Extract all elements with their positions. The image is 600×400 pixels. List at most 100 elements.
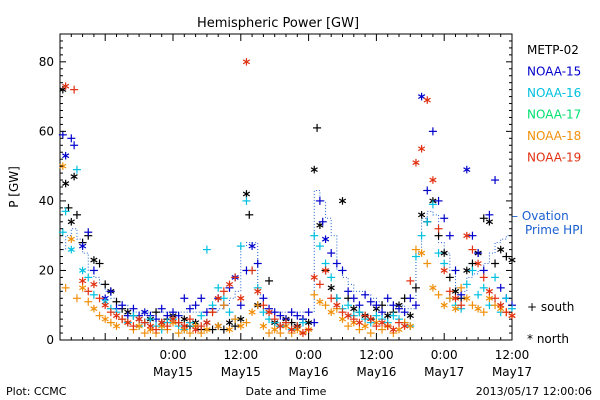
south-marker (372, 322, 381, 331)
south-marker (259, 301, 268, 310)
south-marker (321, 301, 330, 310)
south-marker (361, 290, 370, 299)
north-marker-arm (180, 316, 188, 322)
north-marker-arm (310, 274, 318, 280)
north-marker (62, 179, 70, 188)
north-marker-arm (248, 309, 256, 315)
north-marker (440, 301, 448, 310)
north-marker-arm (79, 285, 87, 291)
north-marker (350, 304, 358, 313)
north-marker (265, 308, 273, 316)
south-marker (129, 311, 138, 320)
south-marker (479, 308, 488, 317)
north-marker-arm (412, 160, 420, 166)
north-marker-arm (451, 295, 460, 301)
north-marker-arm (180, 323, 188, 329)
south-marker (378, 325, 387, 334)
south-marker (378, 308, 387, 317)
legend-entry-noaa-15: NOAA-15 (527, 65, 581, 79)
south-marker (61, 207, 70, 216)
south-marker (310, 231, 319, 240)
legend-entry-noaa-18: NOAA-18 (527, 129, 581, 143)
south-marker (496, 283, 505, 292)
north-marker-arm (299, 330, 307, 336)
south-marker (89, 266, 98, 275)
south-marker (236, 242, 245, 251)
north-marker (463, 231, 471, 240)
south-marker (67, 134, 76, 143)
south-marker (298, 318, 307, 327)
south-marker (310, 318, 319, 327)
north-marker-arm (225, 327, 234, 332)
south-marker (270, 315, 279, 324)
north-marker (485, 287, 493, 296)
north-marker (485, 217, 493, 226)
south-marker (445, 294, 454, 303)
south-marker (491, 259, 500, 268)
south-marker (440, 214, 449, 223)
north-marker (135, 322, 143, 330)
south-marker (344, 287, 353, 296)
south-marker (202, 245, 211, 254)
ovation-label-line1: – Ovation (512, 209, 569, 223)
south-marker (208, 308, 217, 317)
north-marker (214, 294, 222, 303)
north-marker (62, 82, 70, 90)
north-marker (101, 301, 109, 310)
plot-timestamp: 2013/05/17 12:00:06 (476, 385, 592, 398)
north-marker (463, 294, 471, 303)
south-marker (84, 297, 93, 306)
north-marker-arm (101, 302, 109, 308)
south-marker (282, 318, 290, 327)
south-marker (468, 266, 477, 275)
north-marker-arm (158, 320, 166, 326)
x-tick-time-label: 0:00 (431, 348, 458, 362)
x-tick-time-label: 12:00 (359, 348, 394, 362)
south-marker (140, 318, 149, 327)
north-marker (259, 322, 267, 330)
north-marker (101, 315, 109, 323)
y-tick-label: 80 (39, 55, 54, 69)
south-marker (245, 210, 254, 219)
north-marker (327, 284, 335, 292)
north-marker-arm (361, 323, 369, 329)
north-marker (429, 284, 437, 292)
south-marker (389, 301, 398, 310)
south-marker (118, 301, 127, 310)
north-marker (242, 190, 251, 198)
legend-entry-noaa-16: NOAA-16 (527, 86, 581, 100)
south-marker (395, 304, 403, 313)
south-marker (265, 276, 274, 285)
north-marker-arm (440, 268, 448, 273)
north-marker (141, 308, 149, 316)
south-marker (140, 329, 149, 338)
north-marker-arm (271, 327, 279, 332)
series-noaa-19 (62, 58, 516, 337)
south-marker (423, 186, 432, 195)
north-marker-arm (429, 285, 437, 291)
south-marker (440, 259, 449, 268)
north-marker (70, 172, 78, 181)
north-marker-arm (497, 302, 505, 308)
north-marker-arm (225, 281, 234, 287)
north-marker (271, 325, 279, 334)
ovation-label-line2: Prime HPI (525, 223, 583, 237)
south-marker (152, 308, 161, 317)
north-marker-arm (406, 323, 414, 329)
north-marker-arm (67, 236, 75, 242)
north-marker-arm (237, 295, 245, 301)
north-marker-arm (214, 323, 222, 329)
north-marker (338, 197, 347, 205)
south-marker (349, 294, 358, 303)
north-marker-arm (440, 250, 448, 256)
south-marker (417, 231, 426, 240)
plot-credit: Plot: CCMC (6, 385, 67, 398)
north-marker-arm (192, 327, 200, 332)
north-marker-arm (451, 306, 460, 312)
south-marker (106, 287, 115, 296)
south-marker (276, 329, 285, 338)
south-marker (411, 283, 420, 292)
south-marker (70, 85, 79, 94)
north-marker (440, 249, 448, 257)
north-marker-arm (242, 191, 251, 197)
